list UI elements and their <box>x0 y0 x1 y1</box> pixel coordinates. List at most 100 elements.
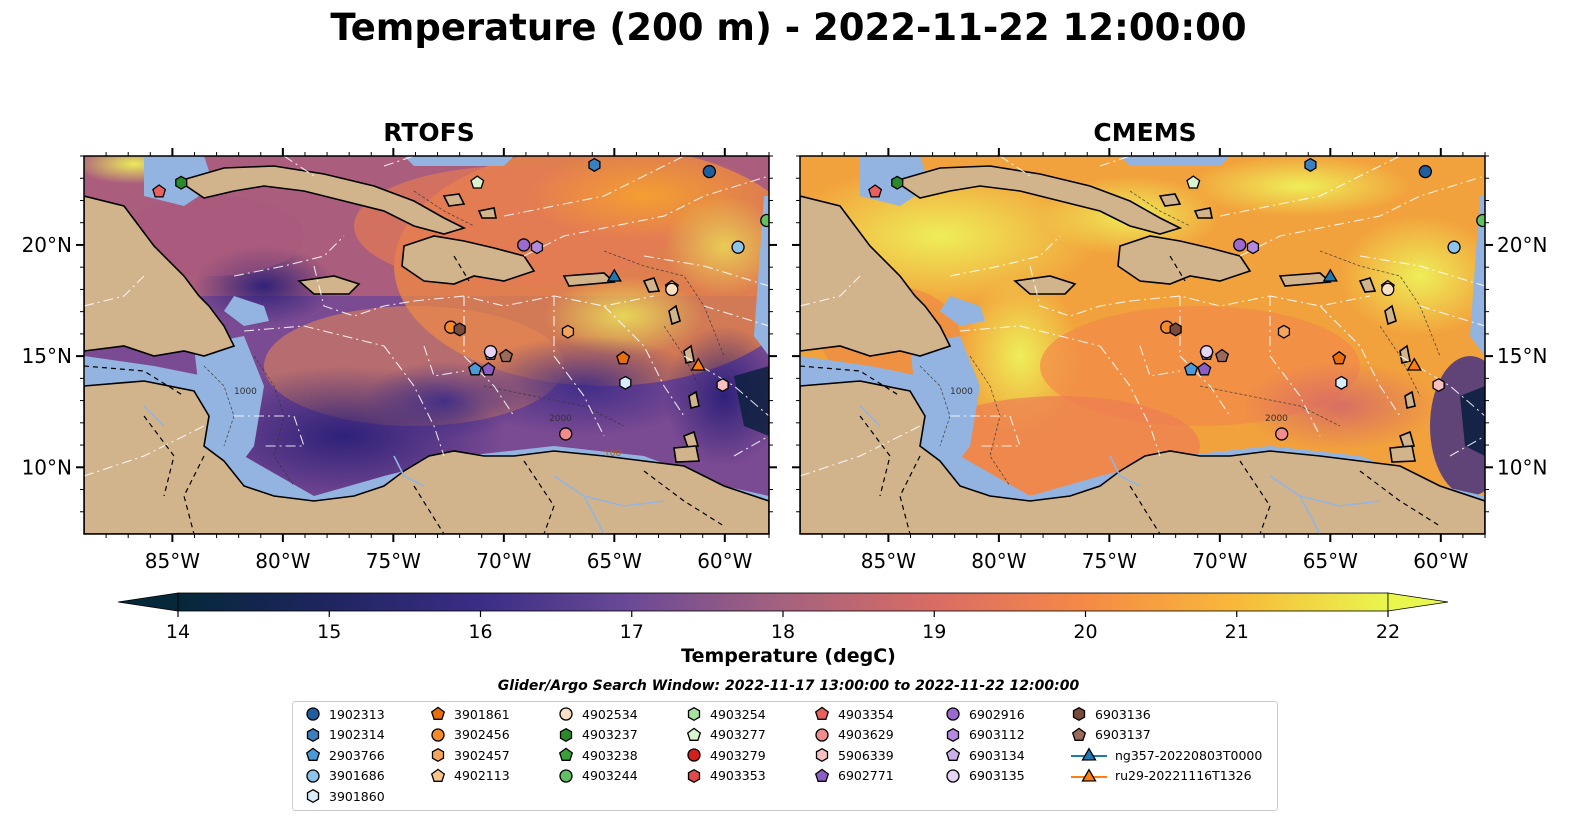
obs-marker-5906339 <box>1432 377 1445 393</box>
colorbar-tick-label: 15 <box>317 621 341 643</box>
legend-label: 4903277 <box>710 727 766 742</box>
obs-marker-ru29-20221116T1326 <box>690 357 706 371</box>
panel-title-rtofs: RTOFS <box>383 118 475 147</box>
legend-item-4902113: 4902113 <box>430 767 510 785</box>
4903237-legend-icon <box>559 727 573 742</box>
lon-tick-label: 70°W <box>1192 549 1247 573</box>
obs-marker-4903237 <box>175 175 188 190</box>
legend-item-3901686: 3901686 <box>305 767 385 785</box>
search-window-label: Glider/Argo Search Window: 2022-11-17 13… <box>497 678 1080 694</box>
colorbar-tick-label: 22 <box>1376 621 1400 643</box>
obs-marker-4903277 <box>1186 175 1201 189</box>
lon-tick-label: 65°W <box>587 549 642 573</box>
lon-tick-label: 85°W <box>145 549 200 573</box>
legend-item-4903254: 4903254 <box>686 705 766 723</box>
6903135-legend-icon <box>946 768 960 783</box>
4902113-legend-icon <box>430 768 446 782</box>
legend-item-5906339: 5906339 <box>814 746 894 764</box>
obs-marker-2903766 <box>1184 362 1199 376</box>
legend-label: 4903353 <box>710 768 766 783</box>
obs-marker-3902457 <box>561 324 575 339</box>
legend-label: 3901861 <box>454 706 510 722</box>
lat-tick-label: 20°N <box>1497 233 1547 257</box>
legend-item-ru29-20221116T1326: ru29-20221116T1326 <box>1071 767 1252 785</box>
4903277-legend-icon <box>686 727 702 741</box>
obs-marker-4903629 <box>1275 427 1289 441</box>
legend-label: 1902313 <box>329 706 385 722</box>
legend-item-3902457: 3902457 <box>430 746 510 764</box>
legend-item-6903112: 6903112 <box>945 726 1025 744</box>
legend-label: 1902314 <box>329 727 385 742</box>
obs-marker-4902534 <box>665 282 679 297</box>
colorbar-tick-label: 21 <box>1225 621 1249 643</box>
colorbar: 14 15 16 17 18 19 20 21 22 <box>117 592 1449 643</box>
legend-item-4902534: 4902534 <box>558 705 638 723</box>
bathy-label-1000: 1000 <box>950 387 973 397</box>
colorbar-tick-label: 14 <box>166 621 190 643</box>
obs-marker-ru29-20221116T1326 <box>1406 357 1422 371</box>
6902771-legend-icon <box>814 768 830 782</box>
obs-marker-6902916 <box>1233 238 1247 252</box>
legend-item-4903244: 4903244 <box>558 767 638 785</box>
colorbar-tick-label: 19 <box>922 621 946 643</box>
obs-marker-2903766 <box>468 362 483 376</box>
legend-label: ng357-20220803T0000 <box>1115 747 1263 763</box>
obs-marker-4903244 <box>1476 213 1485 228</box>
observation-markers-cmems <box>868 157 1485 441</box>
lat-tick-label: 10°N <box>1497 455 1547 479</box>
legend-label: 5906339 <box>838 747 894 763</box>
legend-item-3901860: 3901860 <box>305 787 385 805</box>
3902456-legend-icon <box>431 727 445 742</box>
colorbar-label: Temperature (degC) <box>681 645 896 667</box>
lon-tick-label: 85°W <box>861 549 916 573</box>
bathy-label-100: 100 <box>604 449 621 459</box>
4903354-legend-icon <box>814 706 830 720</box>
lat-tick-label: 10°N <box>22 455 72 479</box>
3901861-legend-icon <box>430 706 446 720</box>
legend-label: 6902916 <box>969 706 1025 722</box>
legend-label: 6903137 <box>1095 727 1151 742</box>
map-panel-cmems[interactable]: 1000 2000 <box>780 156 1510 534</box>
legend-label: 4903237 <box>582 727 638 742</box>
legend-label: 4902113 <box>454 768 510 783</box>
obs-marker-1902313 <box>702 164 716 179</box>
ru29-20221116T1326-legend-icon <box>1081 767 1097 782</box>
obs-marker-6903137 <box>499 348 514 363</box>
6903136-legend-icon <box>1072 706 1086 722</box>
legend-label: 6903134 <box>969 747 1025 763</box>
legend-label: 6903112 <box>969 727 1025 742</box>
obs-marker-6903135 <box>1199 345 1214 359</box>
obs-marker-6903136 <box>1169 322 1182 337</box>
legend-label: 2903766 <box>329 747 385 763</box>
6903134-legend-icon <box>945 747 961 761</box>
legend-label: 4903244 <box>582 768 638 783</box>
5906339-legend-icon <box>815 747 829 763</box>
bathy-label-1000: 1000 <box>234 387 257 397</box>
obs-marker-3901686 <box>1447 240 1461 254</box>
obs-marker-3901861 <box>1332 350 1347 365</box>
legend-item-6902916: 6902916 <box>945 705 1025 723</box>
obs-marker-4903629 <box>559 427 573 441</box>
lon-tick-label: 80°W <box>255 549 310 573</box>
legend-item-4903277: 4903277 <box>686 726 766 744</box>
obs-marker-3902457 <box>1277 324 1291 339</box>
obs-marker-6903135 <box>483 345 498 359</box>
colorbar-tick-label: 17 <box>620 621 644 643</box>
4903244-legend-icon <box>559 768 573 783</box>
figure-title: Temperature (200 m) - 2022-11-22 12:00:0… <box>330 6 1247 49</box>
2903766-legend-icon <box>305 747 321 761</box>
legend-item-2903766: 2903766 <box>305 746 385 764</box>
6903112-legend-icon <box>946 727 960 742</box>
legend-item-1902313: 1902313 <box>305 705 385 723</box>
legend-item-4903353: 4903353 <box>686 767 766 785</box>
colorbar-tick-label: 20 <box>1073 621 1097 643</box>
obs-marker-ng357-20220803T0000 <box>606 268 622 282</box>
lat-tick-label: 15°N <box>22 344 72 368</box>
map-panel-rtofs[interactable]: 1000 100 2000 <box>74 144 814 534</box>
legend: 1902313 1902314 2903766 3901686 3901860 39018… <box>292 701 1278 811</box>
legend-label: 4903254 <box>710 706 766 722</box>
obs-marker-6902771 <box>481 362 496 376</box>
legend-label: 6902771 <box>838 768 894 783</box>
1902313-legend-icon <box>306 707 320 721</box>
4903238-legend-icon <box>558 747 574 761</box>
